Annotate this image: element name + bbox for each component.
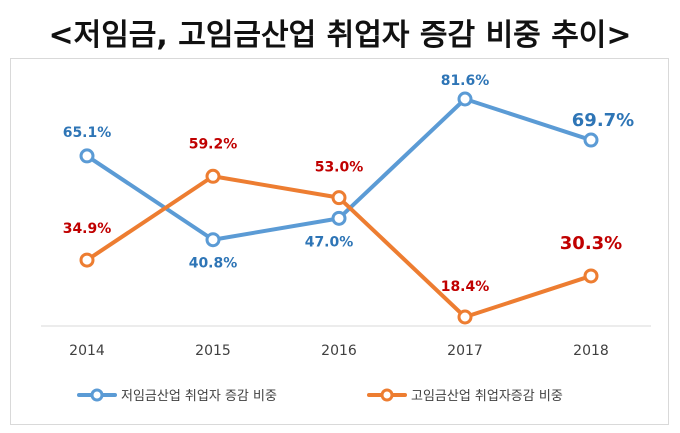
data-label-s2-2018: 30.3% xyxy=(560,233,622,254)
data-point-s2-2015 xyxy=(205,168,221,184)
legend-label-2: 고임금산업 취업자증감 비중 xyxy=(411,389,563,404)
legend-swatch-marker-1 xyxy=(90,388,104,402)
data-label-s1-2014: 65.1% xyxy=(63,125,112,141)
legend-label-1: 저임금산업 취업자 증감 비중 xyxy=(121,389,277,404)
data-label-s2-2017: 18.4% xyxy=(441,279,490,295)
data-point-s2-2018 xyxy=(583,268,599,284)
legend-swatch-marker-2 xyxy=(380,388,394,402)
x-tick-label-2017: 2017 xyxy=(447,343,483,359)
data-label-s1-2016: 47.0% xyxy=(305,234,354,250)
data-label-s1-2018: 69.7% xyxy=(572,110,634,131)
data-label-s2-2015: 59.2% xyxy=(189,136,238,152)
data-point-s1-2014 xyxy=(79,148,95,164)
data-label-s2-2016: 53.0% xyxy=(315,160,364,176)
data-point-s2-2016 xyxy=(331,190,347,206)
data-point-s2-2014 xyxy=(79,252,95,268)
chart-title: <저임금, 고임금산업 취업자 증감 비중 추이> xyxy=(48,18,632,53)
data-label-s1-2015: 40.8% xyxy=(189,256,238,272)
data-point-s2-2017 xyxy=(457,309,473,325)
x-tick-label-2018: 2018 xyxy=(573,343,609,359)
data-label-s1-2017: 81.6% xyxy=(441,73,490,89)
data-point-s1-2018 xyxy=(583,132,599,148)
data-label-s2-2014: 34.9% xyxy=(63,221,112,237)
data-point-s1-2015 xyxy=(205,232,221,248)
chart-panel: 65.1% 40.8% 47.0% 81.6% 69.7% 34.9% 59.2% 53.0%… xyxy=(10,58,669,425)
line-chart: 65.1% 40.8% 47.0% 81.6% 69.7% 34.9% 59.2% 53.0%… xyxy=(41,73,651,404)
data-point-s1-2017 xyxy=(457,91,473,107)
data-point-s1-2016 xyxy=(331,210,347,226)
x-tick-label-2014: 2014 xyxy=(69,343,105,359)
x-tick-label-2015: 2015 xyxy=(195,343,231,359)
x-tick-label-2016: 2016 xyxy=(321,343,357,359)
